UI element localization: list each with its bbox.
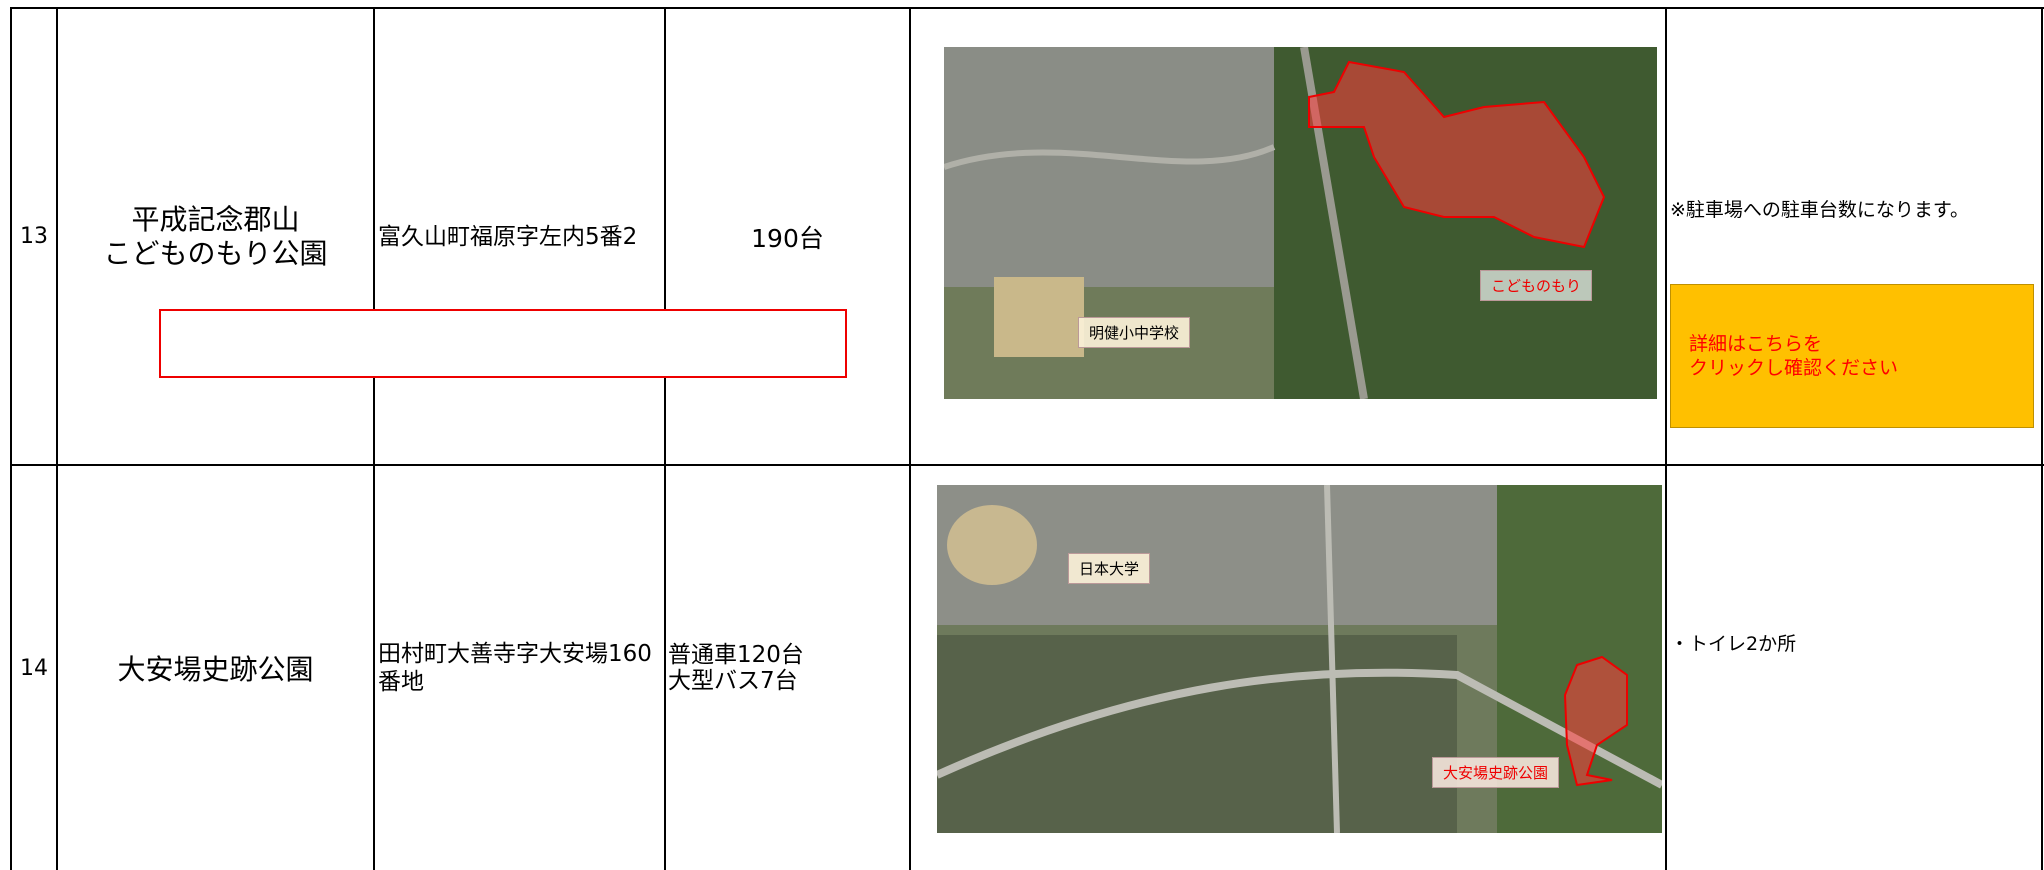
cell-name: 平成記念郡山 こどものもり公園 (58, 9, 373, 464)
parking: 190台 (751, 223, 824, 253)
map-label: こどものもり (1480, 270, 1593, 301)
address: 富久山町福原字左内5番2 (378, 223, 638, 250)
cell-name: 大安場史跡公園 (58, 466, 373, 870)
cell-address: 富久山町福原字左内5番2 (376, 9, 661, 464)
cell-parking: 普通車120台 大型バス7台 (668, 466, 908, 870)
border (56, 7, 58, 870)
border (10, 464, 2044, 466)
cell-address: 田村町大善寺字大安場160番地 (376, 466, 661, 870)
notes: ※駐車場への駐車台数になります。 (1670, 199, 1970, 221)
border (664, 7, 666, 870)
cell-number: 14 (12, 466, 56, 870)
map-image (937, 485, 1662, 833)
address: 田村町大善寺字大安場160番地 (378, 641, 652, 695)
name: 大安場史跡公園 (117, 653, 314, 686)
border (373, 7, 375, 870)
notes: ・トイレ2か所 (1670, 633, 1797, 655)
border (2041, 7, 2043, 870)
map-label: 明健小中学校 (1078, 317, 1191, 348)
parking: 大型バス7台 (668, 668, 798, 694)
map-label: 大安場史跡公園 (1432, 757, 1560, 788)
border (909, 7, 911, 870)
button-text: 詳細はこちらを (1689, 333, 1823, 355)
map-label: 日本大学 (1068, 553, 1151, 584)
details-button[interactable]: 詳細はこちらを クリックし確認ください (1670, 284, 2034, 428)
restriction-banner (159, 309, 847, 378)
parking: 普通車120台 (668, 642, 804, 668)
number: 13 (20, 224, 48, 249)
button-text: クリックし確認ください (1689, 357, 1899, 379)
name: こどものもり公園 (103, 236, 328, 270)
name: 平成記念郡山 (131, 202, 300, 236)
cell-number: 13 (12, 9, 56, 464)
border (1665, 7, 1667, 870)
border (10, 7, 2044, 9)
map-image (944, 47, 1657, 399)
number: 14 (20, 655, 48, 681)
cell-parking: 190台 (666, 9, 909, 464)
border (10, 7, 12, 870)
cell-notes: ・トイレ2か所 (1670, 466, 2030, 819)
